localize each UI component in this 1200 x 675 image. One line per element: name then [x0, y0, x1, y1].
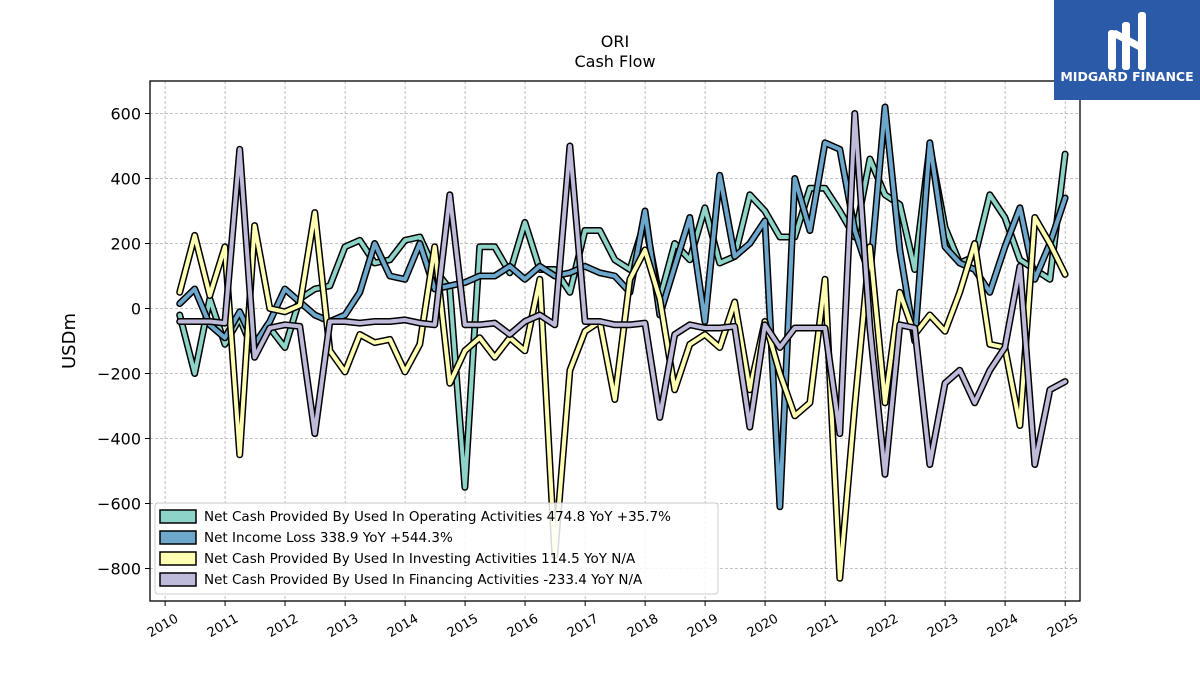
x-tick-label: 2024 — [985, 611, 1021, 641]
legend-box — [154, 502, 719, 595]
legend-label-financing: Net Cash Provided By Used In Financing A… — [204, 572, 643, 588]
x-tick-label: 2012 — [265, 611, 301, 641]
x-tick-label: 2019 — [685, 611, 721, 641]
y-axis-ticks: −800 −600 −400 −200 0 200 400 600 — [97, 105, 150, 579]
chart-title: ORI — [601, 32, 629, 51]
legend-label-net-income: Net Income Loss 338.9 YoY +544.3% — [204, 530, 453, 546]
y-tick-label: 200 — [110, 235, 141, 254]
y-tick-label: −200 — [97, 365, 141, 384]
x-tick-label: 2023 — [925, 611, 961, 641]
plot-frame — [149, 80, 1081, 602]
y-tick-label: 0 — [131, 300, 141, 319]
logo-wordmark: MIDGARD FINANCE — [1060, 69, 1193, 84]
legend: Net Cash Provided By Used In Operating A… — [154, 502, 719, 595]
y-tick-label: −800 — [97, 560, 141, 579]
x-tick-label: 2017 — [565, 611, 601, 641]
chart-subtitle: Cash Flow — [574, 52, 655, 71]
x-tick-label: 2018 — [625, 611, 661, 641]
financing-activities-line — [177, 111, 1068, 477]
legend-label-investing: Net Cash Provided By Used In Investing A… — [204, 551, 636, 567]
legend-swatch-financing — [159, 572, 197, 587]
x-tick-label: 2020 — [745, 611, 781, 641]
x-tick-label: 2013 — [325, 611, 361, 641]
x-tick-label: 2025 — [1045, 611, 1081, 641]
legend-swatch-investing — [159, 551, 197, 566]
x-tick-label: 2015 — [445, 611, 481, 641]
x-axis-ticks: 2010 2011 2012 2013 2014 2015 2016 2017 2018 2019… — [145, 601, 1081, 641]
x-tick-label: 2011 — [205, 611, 241, 641]
y-tick-label: −400 — [97, 430, 141, 449]
legend-swatch-operating — [159, 509, 197, 524]
y-tick-label: 400 — [110, 170, 141, 189]
series-lines — [176, 103, 1069, 582]
x-tick-label: 2021 — [805, 611, 841, 641]
legend-swatch-net-income — [159, 530, 197, 545]
x-tick-label: 2022 — [865, 611, 901, 641]
x-tick-label: 2010 — [145, 611, 181, 641]
legend-label-operating: Net Cash Provided By Used In Operating A… — [204, 509, 671, 525]
x-tick-label: 2016 — [505, 611, 541, 641]
y-tick-label: −600 — [97, 495, 141, 514]
operating-activities-line — [177, 144, 1068, 490]
x-tick-label: 2014 — [385, 611, 421, 641]
stylized-m-logo-icon — [1108, 12, 1146, 70]
brand-logo: MIDGARD FINANCE — [1054, 0, 1200, 100]
y-axis-label: USDm — [59, 313, 80, 369]
y-tick-label: 600 — [110, 105, 141, 124]
